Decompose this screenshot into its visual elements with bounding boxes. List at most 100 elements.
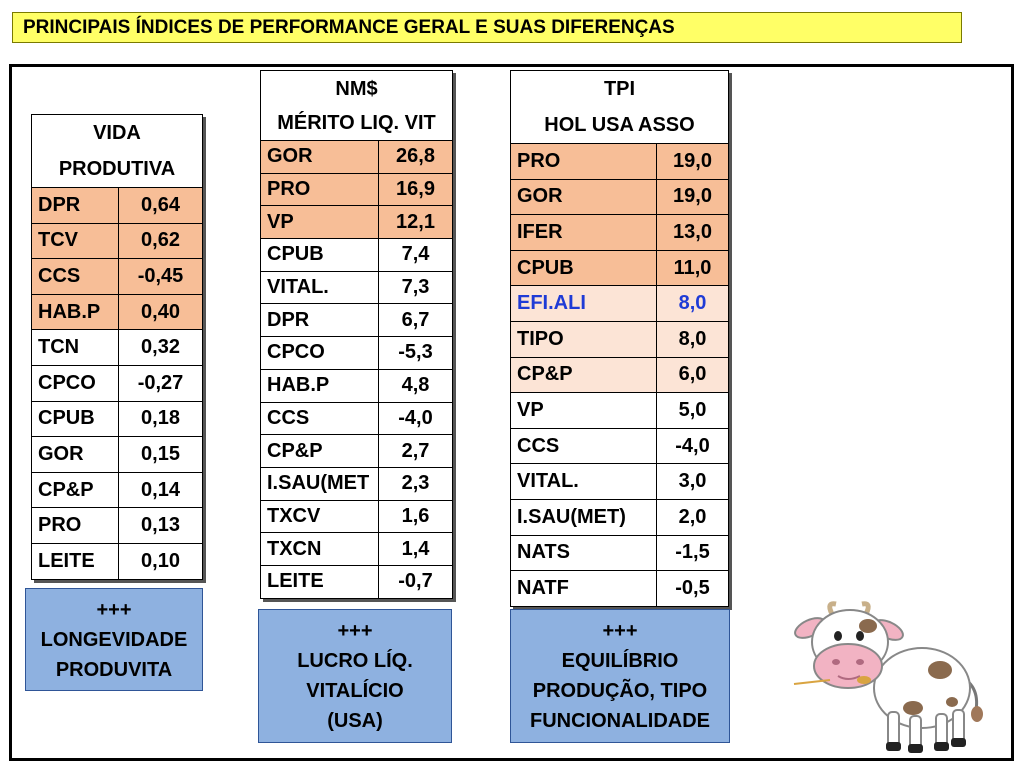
row-label: TIPO <box>511 321 657 357</box>
row-value: 19,0 <box>673 185 712 208</box>
table-vida-produtiva: VIDA PRODUTIVA DPR 0,64 TCV 0,62 CCS -0,45 HAB… <box>31 114 203 580</box>
row-value: 0,18 <box>141 407 180 430</box>
table-row: LEITE -0,7 <box>261 564 452 598</box>
row-label: TCN <box>32 330 119 365</box>
table-row: GOR 26,8 <box>261 140 452 173</box>
caption-line: PRODUÇÃO, TIPO <box>532 680 708 702</box>
table-row: CPUB 11,0 <box>511 249 728 286</box>
row-label: TXCV <box>261 500 379 533</box>
row-value: -1,5 <box>675 541 710 564</box>
row-value: 1,4 <box>401 537 430 560</box>
table-row: CCS -4,0 <box>261 401 452 435</box>
row-label: LEITE <box>32 543 119 579</box>
table-row: I.SAU(MET 2,3 <box>261 466 452 500</box>
caption-lucro-liquido: +++ LUCRO LÍQ. VITALÍCIO (USA) <box>258 609 452 743</box>
row-value: 2,0 <box>678 505 707 528</box>
table-header: VIDA PRODUTIVA <box>32 115 202 187</box>
caption-line: +++ <box>96 598 132 621</box>
row-value: -0,45 <box>137 264 184 287</box>
table-row: CPUB 7,4 <box>261 238 452 271</box>
table-row: TIPO 8,0 <box>511 320 728 357</box>
row-value: 4,8 <box>401 374 430 397</box>
row-label: VITAL. <box>261 271 379 304</box>
table-row: PRO 0,13 <box>32 507 202 543</box>
row-value: 0,13 <box>141 514 180 537</box>
table-row: VITAL. 7,3 <box>261 270 452 304</box>
row-label: CPCO <box>261 337 379 369</box>
table-row: CP&P 2,7 <box>261 434 452 467</box>
row-label: NATF <box>511 571 657 606</box>
row-value: 5,0 <box>678 398 707 421</box>
row-value: -0,5 <box>675 576 710 599</box>
row-label: HAB.P <box>32 294 119 330</box>
table-row: GOR 0,15 <box>32 436 202 472</box>
table-rows: GOR 26,8 PRO 16,9 VP 12,1 CPUB 7,4 VITAL. 7,3 DPR 6… <box>261 140 452 598</box>
table-rows: PRO 19,0 GOR 19,0 IFER 13,0 CPUB 11,0 EFI.ALI 8,0… <box>511 143 728 606</box>
row-value: 3,0 <box>678 470 707 493</box>
row-value: 0,15 <box>141 442 180 465</box>
row-value: 7,3 <box>401 276 430 299</box>
row-label: CP&P <box>511 357 657 393</box>
table-row: GOR 19,0 <box>511 178 728 215</box>
table-row: CCS -4,0 <box>511 427 728 464</box>
row-value: 0,40 <box>141 300 180 323</box>
row-label: CPUB <box>261 239 379 271</box>
row-label: CCS <box>511 428 657 464</box>
row-value: 8,0 <box>678 292 707 315</box>
row-label: TCV <box>32 223 119 259</box>
row-value: 26,8 <box>396 145 435 168</box>
table-header-line-2: MÉRITO LIQ. VIT <box>277 112 436 134</box>
table-row: CP&P 0,14 <box>32 471 202 508</box>
table-row: NATF -0,5 <box>511 570 728 606</box>
table-row: VITAL. 3,0 <box>511 463 728 499</box>
row-value: 0,14 <box>141 478 180 501</box>
row-value: -4,0 <box>398 406 433 429</box>
row-value: 8,0 <box>678 327 707 350</box>
row-label: PRO <box>511 144 657 179</box>
row-label: PRO <box>32 508 119 543</box>
table-row: NATS -1,5 <box>511 534 728 571</box>
row-label: CCS <box>32 259 119 294</box>
row-label: GOR <box>32 437 119 472</box>
row-label: DPR <box>32 188 119 223</box>
row-value: 0,64 <box>141 193 180 216</box>
caption-line: LUCRO LÍQ. <box>297 650 413 672</box>
table-row: HAB.P 4,8 <box>261 368 452 402</box>
row-value: 16,9 <box>396 178 435 201</box>
row-value: 1,6 <box>401 504 430 527</box>
row-label: NATS <box>511 535 657 571</box>
row-label: CPUB <box>511 250 657 286</box>
row-value: 0,62 <box>141 229 180 252</box>
table-row: I.SAU(MET) 2,0 <box>511 498 728 535</box>
caption-line: VITALÍCIO <box>306 680 404 702</box>
table-header-line-2: PRODUTIVA <box>58 158 176 180</box>
caption-line: EQUILÍBRIO <box>561 650 679 672</box>
row-label: IFER <box>511 215 657 250</box>
row-value: 0,32 <box>141 336 180 359</box>
row-label: LEITE <box>261 565 379 598</box>
row-value: 0,10 <box>141 549 180 572</box>
table-row: HAB.P 0,40 <box>32 293 202 330</box>
row-value: 11,0 <box>673 256 712 279</box>
row-label: CPUB <box>32 401 119 437</box>
row-label: VP <box>261 206 379 239</box>
table-row: TCV 0,62 <box>32 222 202 259</box>
row-label: I.SAU(MET <box>261 467 379 500</box>
table-row: DPR 0,64 <box>32 187 202 223</box>
row-label: TXCN <box>261 533 379 565</box>
table-row: PRO 19,0 <box>511 143 728 179</box>
row-value: 12,1 <box>396 210 435 233</box>
table-row: VP 5,0 <box>511 392 728 428</box>
row-value: 13,0 <box>673 220 712 243</box>
row-label: CCS <box>261 402 379 435</box>
caption-line: (USA) <box>327 710 383 732</box>
table-nm-merito: NM$ MÉRITO LIQ. VIT GOR 26,8 PRO 16,9 VP 12,1… <box>260 70 453 599</box>
row-label: CP&P <box>261 435 379 467</box>
caption-line: +++ <box>602 620 638 642</box>
row-value: 6,7 <box>401 308 430 331</box>
row-label: DPR <box>261 304 379 337</box>
table-row: TXCN 1,4 <box>261 532 452 565</box>
table-header-line-2: HOL USA ASSO <box>544 114 695 136</box>
table-tpi-hol: TPI HOL USA ASSO PRO 19,0 GOR 19,0 IFER 13,0 C… <box>510 70 729 607</box>
table-row: TXCV 1,6 <box>261 499 452 533</box>
